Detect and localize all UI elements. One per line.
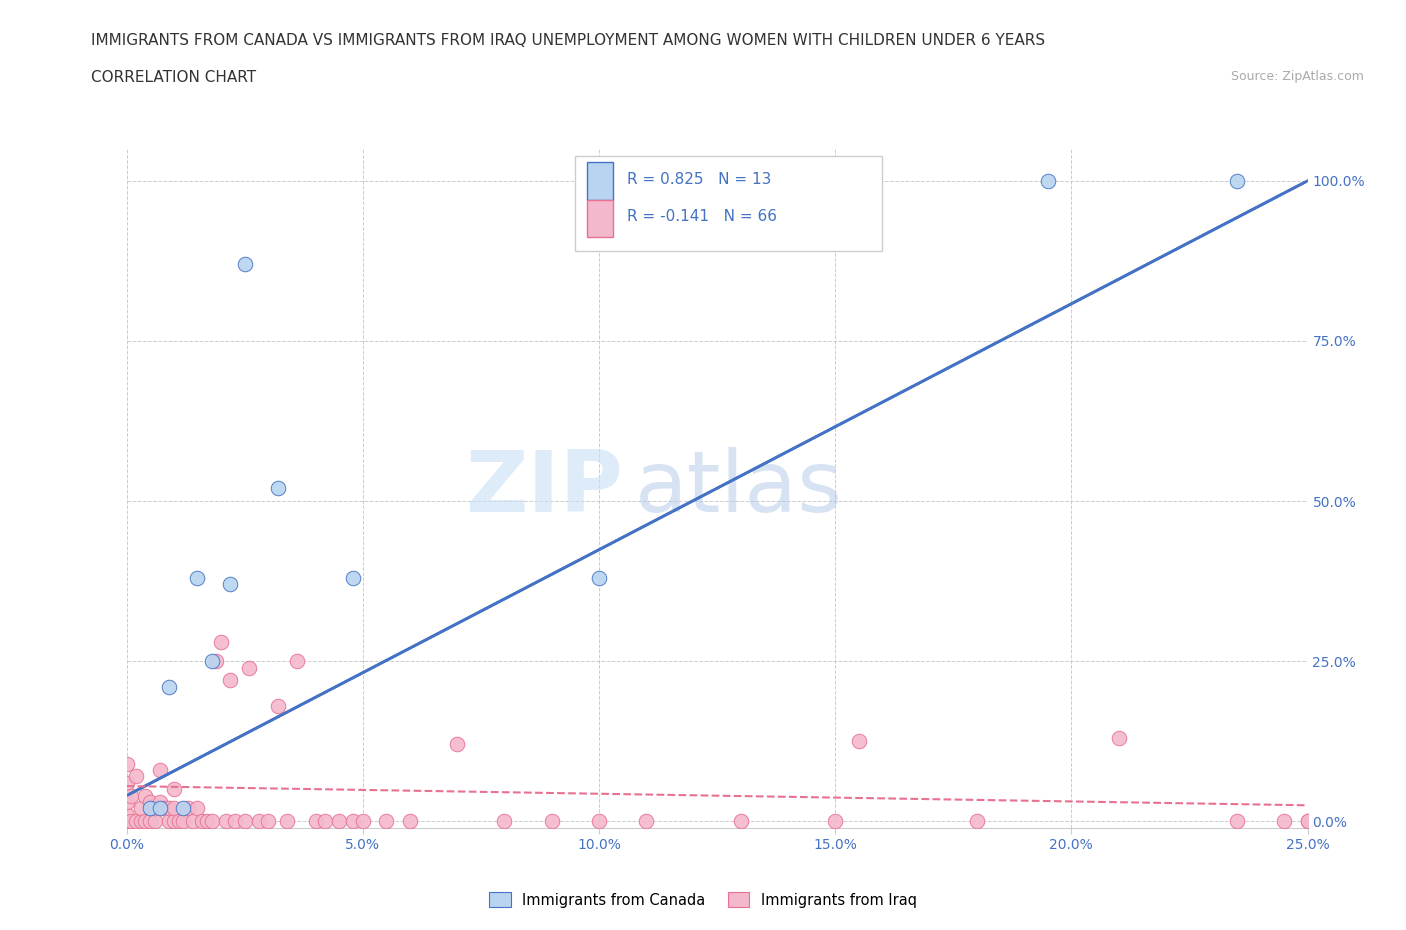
FancyBboxPatch shape [588,200,613,237]
Point [314,814,336,829]
Point [1226,814,1249,829]
Point [163,782,186,797]
Text: R = -0.141   N = 66: R = -0.141 N = 66 [627,209,778,224]
Text: Source: ZipAtlas.com: Source: ZipAtlas.com [1230,70,1364,83]
Point [149,801,172,816]
Point [129,814,152,829]
Legend: Immigrants from Canada, Immigrants from Iraq: Immigrants from Canada, Immigrants from … [484,886,922,913]
Point [139,814,162,829]
Point [186,801,208,816]
Point [120,814,142,829]
Point [115,814,138,829]
Point [276,814,298,829]
Point [134,814,156,829]
Point [200,814,222,829]
Point [209,634,232,649]
Point [233,814,256,829]
Point [163,814,186,829]
Point [149,763,172,777]
Point [134,789,156,804]
Point [120,789,142,804]
Point [304,814,326,829]
Point [157,801,180,816]
Point [494,814,516,829]
Point [588,570,610,585]
Point [149,794,172,809]
Point [588,814,610,829]
Point [238,660,260,675]
Point [143,801,166,816]
Point [636,814,658,829]
Point [181,814,204,829]
Text: IMMIGRANTS FROM CANADA VS IMMIGRANTS FROM IRAQ UNEMPLOYMENT AMONG WOMEN WITH CHI: IMMIGRANTS FROM CANADA VS IMMIGRANTS FRO… [91,33,1046,47]
Point [966,814,988,829]
Point [163,801,186,816]
Point [115,776,138,790]
Point [177,801,200,816]
Point [267,698,290,713]
Point [139,801,162,816]
Point [540,814,562,829]
Point [125,769,148,784]
Point [1108,731,1130,746]
Point [172,801,194,816]
Point [215,814,238,829]
Text: CORRELATION CHART: CORRELATION CHART [91,70,256,85]
FancyBboxPatch shape [575,155,883,251]
Text: R = 0.825   N = 13: R = 0.825 N = 13 [627,172,772,187]
Point [233,257,256,272]
FancyBboxPatch shape [588,163,613,200]
Point [143,814,166,829]
Point [200,654,222,669]
Point [115,807,138,822]
Point [205,654,228,669]
Point [1036,173,1059,188]
Point [1226,173,1249,188]
Text: atlas: atlas [634,446,842,530]
Point [352,814,374,829]
Point [342,814,364,829]
Point [186,570,208,585]
Point [257,814,280,829]
Point [1272,814,1295,829]
Point [285,654,308,669]
Point [730,814,752,829]
Point [824,814,846,829]
Point [399,814,422,829]
Point [219,577,242,591]
Point [848,734,870,749]
Point [129,801,152,816]
Point [247,814,270,829]
Point [157,814,180,829]
Point [167,814,190,829]
Point [172,814,194,829]
Point [446,737,468,751]
Point [1296,814,1319,829]
Point [125,814,148,829]
Point [195,814,218,829]
Point [115,756,138,771]
Point [328,814,350,829]
Text: ZIP: ZIP [465,446,623,530]
Point [1296,814,1319,829]
Point [139,794,162,809]
Point [153,801,176,816]
Point [375,814,398,829]
Point [115,794,138,809]
Point [342,570,364,585]
Point [267,481,290,496]
Point [219,673,242,688]
Point [191,814,214,829]
Point [224,814,246,829]
Point [157,679,180,694]
